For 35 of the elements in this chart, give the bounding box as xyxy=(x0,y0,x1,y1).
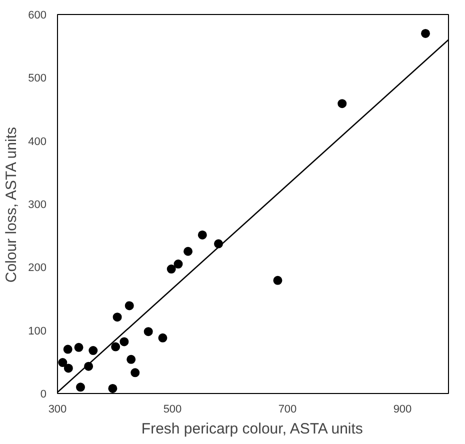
point xyxy=(198,230,207,240)
point xyxy=(174,260,183,268)
point xyxy=(120,337,129,346)
point xyxy=(124,301,134,310)
point xyxy=(111,342,120,352)
point xyxy=(74,342,84,352)
y-tick-label: 0 xyxy=(40,388,47,400)
point xyxy=(130,368,140,378)
x-tick-label: 900 xyxy=(393,404,412,416)
point xyxy=(273,276,282,285)
x-axis-title: Fresh pericarp colour, ASTA units xyxy=(141,420,363,438)
x-tick-label: 700 xyxy=(278,404,297,416)
x-tick-label: 300 xyxy=(48,404,67,416)
point xyxy=(76,382,85,392)
point xyxy=(158,333,168,342)
point xyxy=(64,364,73,373)
x-tick-label: 500 xyxy=(163,404,182,416)
point xyxy=(338,99,347,108)
y-axis-title: Colour loss, ASTA units xyxy=(3,127,20,283)
point xyxy=(421,28,430,38)
point xyxy=(112,312,122,322)
point xyxy=(184,246,193,256)
y-tick-label: 300 xyxy=(28,199,47,211)
y-tick-label: 400 xyxy=(28,136,47,148)
point xyxy=(144,327,153,336)
point xyxy=(88,346,98,356)
point xyxy=(58,358,68,368)
y-tick-label: 500 xyxy=(28,72,47,85)
point xyxy=(126,354,136,364)
point xyxy=(108,384,118,393)
point xyxy=(166,264,176,274)
point xyxy=(63,344,72,354)
y-tick-label: 100 xyxy=(28,325,47,338)
y-tick-label: 600 xyxy=(28,10,47,22)
y-tick-label: 200 xyxy=(28,262,47,274)
